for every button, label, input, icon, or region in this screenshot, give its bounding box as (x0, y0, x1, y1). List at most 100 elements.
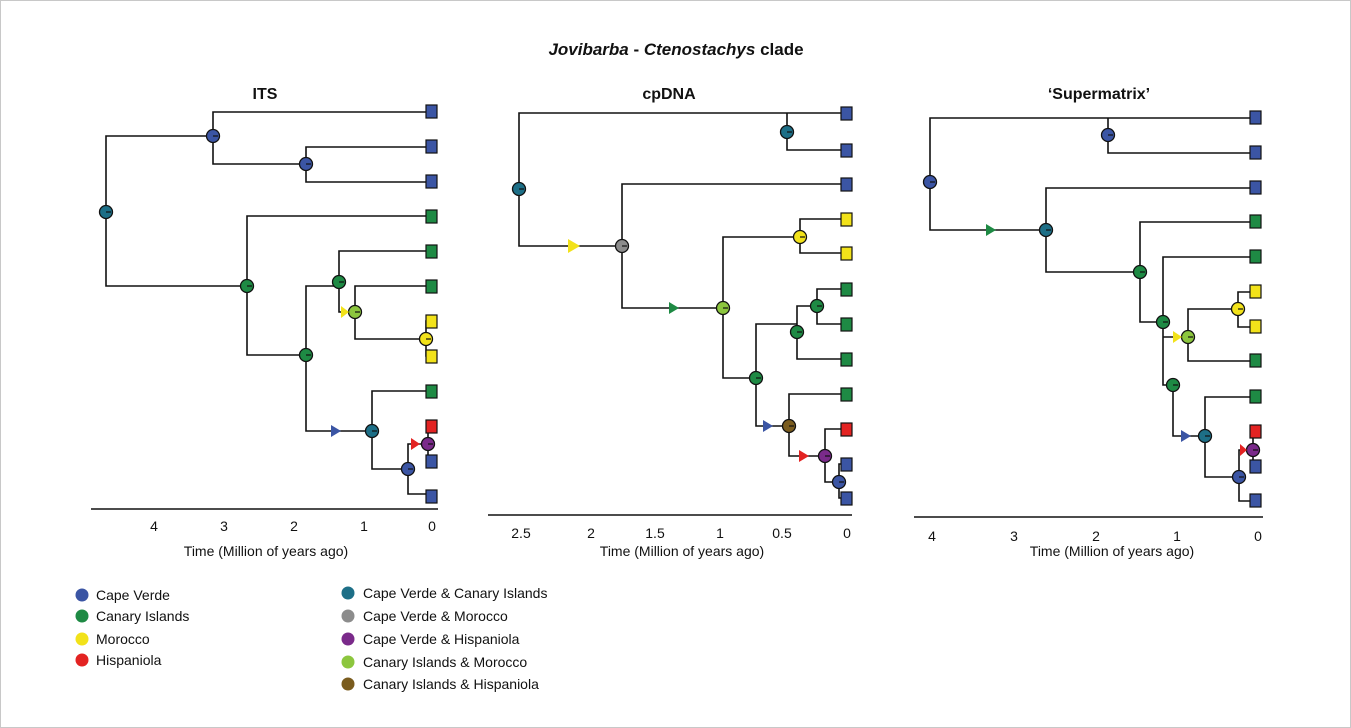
legend: Cape Verde Canary Islands Morocco Hispan… (75, 585, 547, 692)
axis-tick-label: 0 (428, 518, 436, 534)
panel-cpdna: cpDNA (488, 86, 853, 559)
legend-label: Cape Verde (96, 587, 170, 603)
legend-label: Canary Islands & Hispaniola (363, 676, 539, 692)
axis-label: Time (Million of years ago) (600, 543, 764, 559)
time-axis: 4 3 2 1 0 Time (Million of years ago) (91, 508, 438, 559)
axis-tick-label: 0 (1254, 528, 1262, 544)
tree-branches (929, 117, 1254, 502)
legend-label: Cape Verde & Hispaniola (363, 631, 520, 647)
figure-title-sep: - (629, 40, 644, 59)
tip-square (840, 212, 853, 227)
tree-tips (840, 106, 853, 506)
node-ticks (930, 134, 1258, 478)
axis-tick-label: 3 (1010, 528, 1018, 544)
shift-arrow-marker (986, 224, 996, 236)
tip-square (1249, 319, 1262, 334)
shift-arrow-marker (669, 302, 679, 314)
legend-item: Morocco (75, 631, 150, 647)
legend-item: Canary Islands (75, 608, 189, 624)
legend-swatch (341, 632, 355, 646)
tip-square (1249, 459, 1262, 474)
panel-its: ITS (91, 86, 438, 559)
axis-tick-label: 1 (360, 518, 368, 534)
legend-label: Cape Verde & Morocco (363, 608, 508, 624)
panel-title: ITS (253, 86, 278, 103)
tip-square (840, 282, 853, 297)
legend-item: Canary Islands & Hispaniola (341, 676, 539, 692)
node-ticks (519, 131, 844, 483)
tip-square (840, 177, 853, 192)
axis-tick-label: 1.5 (645, 525, 665, 541)
shift-arrow-marker (799, 450, 809, 462)
tip-square (840, 491, 853, 506)
legend-item: Cape Verde & Morocco (341, 608, 508, 624)
tip-square (840, 422, 853, 437)
panel-supermatrix: ‘Supermatrix’ (914, 86, 1263, 559)
axis-label: Time (Million of years ago) (184, 543, 348, 559)
figure-title-part3: clade (755, 40, 803, 59)
legend-swatch (75, 609, 89, 623)
tree-nodes (922, 127, 1261, 485)
legend-swatch (341, 586, 355, 600)
tip-square (840, 387, 853, 402)
tip-square (1249, 284, 1262, 299)
figure-title: Jovibarba - Ctenostachys clade (548, 40, 803, 59)
legend-item: Canary Islands & Morocco (341, 654, 527, 670)
legend-label: Canary Islands & Morocco (363, 654, 527, 670)
legend-item: Cape Verde (75, 587, 170, 603)
tip-square (840, 352, 853, 367)
tip-square (425, 489, 438, 504)
legend-swatch (75, 632, 89, 646)
axis-tick-label: 4 (928, 528, 936, 544)
shift-arrow-marker (411, 438, 420, 450)
legend-swatch (341, 609, 355, 623)
tip-square (840, 317, 853, 332)
tip-square (840, 106, 853, 121)
tip-square (1249, 249, 1262, 264)
legend-label: Hispaniola (96, 652, 162, 668)
legend-item: Cape Verde & Canary Islands (341, 585, 547, 601)
panel-title: ‘Supermatrix’ (1048, 86, 1150, 103)
node-ticks (106, 135, 433, 470)
tree-branches (518, 112, 844, 499)
axis-tick-label: 1 (716, 525, 724, 541)
tip-square (1249, 353, 1262, 368)
tip-square (1249, 145, 1262, 160)
tree-nodes (511, 124, 847, 490)
shift-arrow-marker (1240, 444, 1247, 456)
tip-square (1249, 389, 1262, 404)
tip-square (425, 104, 438, 119)
shift-markers (331, 306, 420, 450)
legend-item: Cape Verde & Hispaniola (341, 631, 520, 647)
shift-markers (568, 239, 809, 462)
axis-tick-label: 1 (1173, 528, 1181, 544)
tip-square (1249, 493, 1262, 508)
tip-square (425, 419, 438, 434)
axis-tick-label: 2 (587, 525, 595, 541)
tree-tips (1249, 110, 1262, 508)
figure-title-part2: Ctenostachys (644, 40, 755, 59)
axis-tick-label: 0 (843, 525, 851, 541)
axis-tick-label: 2 (1092, 528, 1100, 544)
legend-item: Hispaniola (75, 652, 162, 668)
tip-square (840, 143, 853, 158)
tip-square (425, 349, 438, 364)
shift-markers (986, 224, 1247, 456)
axis-tick-label: 2.5 (511, 525, 531, 541)
tip-square (425, 209, 438, 224)
tip-square (1249, 180, 1262, 195)
shift-arrow-marker (568, 239, 580, 253)
panel-title: cpDNA (642, 86, 696, 103)
tip-square (425, 139, 438, 154)
shift-arrow-marker (1173, 331, 1182, 343)
legend-swatch (75, 653, 89, 667)
figure-title-part1: Jovibarba (548, 40, 628, 59)
tip-square (840, 246, 853, 261)
shift-arrow-marker (1181, 430, 1191, 442)
legend-label: Canary Islands (96, 608, 189, 624)
tip-square (425, 244, 438, 259)
legend-label: Morocco (96, 631, 150, 647)
shift-arrow-marker (331, 425, 341, 437)
legend-swatch (341, 655, 355, 669)
